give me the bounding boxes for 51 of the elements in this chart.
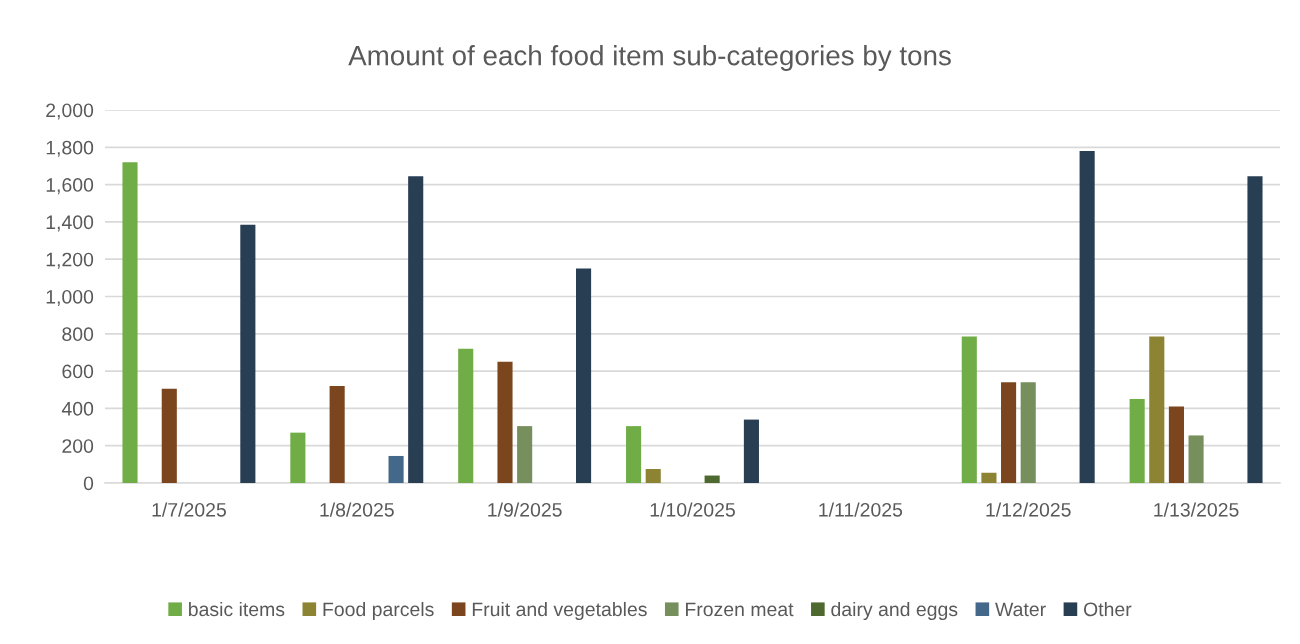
chart-title: Amount of each food item sub-categories by tons <box>348 45 951 71</box>
bar <box>1079 151 1095 483</box>
bar <box>517 426 533 483</box>
x-tick-label: 1/7/2025 <box>152 502 226 517</box>
bar <box>981 472 997 483</box>
y-tick-label: 1,000 <box>46 289 94 307</box>
bar <box>1149 336 1165 483</box>
bar <box>1188 435 1204 483</box>
bar <box>388 455 404 483</box>
y-tick-label: 1,200 <box>46 252 94 269</box>
x-tick-label: 1/13/2025 <box>1154 502 1239 517</box>
x-tick-label: 1/11/2025 <box>819 502 903 517</box>
legend-label: dairy and eggs <box>831 601 958 621</box>
bar <box>290 432 306 483</box>
bar <box>626 426 642 483</box>
bar <box>1020 382 1036 483</box>
bar <box>1129 399 1145 483</box>
y-tick-label: 1,600 <box>46 178 94 195</box>
y-tick-label: 400 <box>61 401 94 416</box>
bar <box>240 224 256 483</box>
bar <box>704 475 720 483</box>
bar <box>645 469 661 483</box>
legend-label: basic items <box>189 601 285 617</box>
bar <box>1247 176 1263 483</box>
legend-label: Water <box>995 602 1046 617</box>
y-tick-label: 1,800 <box>46 140 94 157</box>
x-tick-label: 1/8/2025 <box>320 502 394 517</box>
bar <box>458 348 474 483</box>
bar <box>329 386 345 483</box>
y-tick-label: 1,400 <box>46 215 94 232</box>
legend-label: Frozen meat <box>686 602 794 617</box>
legend-label: Food parcels <box>323 601 434 621</box>
bar <box>1001 382 1017 483</box>
bar <box>161 388 177 483</box>
x-tick-label: 1/9/2025 <box>488 502 562 517</box>
y-tick-label: 800 <box>62 327 94 342</box>
bar <box>497 361 513 483</box>
y-tick-label: 200 <box>62 439 94 453</box>
x-tick-label: 1/10/2025 <box>650 502 735 517</box>
bar <box>122 162 138 483</box>
bar <box>743 419 759 483</box>
bar <box>1168 406 1184 483</box>
x-tick-label: 1/12/2025 <box>986 502 1071 517</box>
legend-label: Other <box>1083 601 1132 617</box>
y-tick-label: 2,000 <box>46 103 94 120</box>
bar <box>576 268 592 483</box>
y-tick-label: 600 <box>62 364 94 379</box>
legend-label: Fruit and vegetables <box>472 601 647 621</box>
y-tick-label: 0 <box>83 476 94 491</box>
bar <box>961 336 977 483</box>
bar <box>408 176 424 483</box>
